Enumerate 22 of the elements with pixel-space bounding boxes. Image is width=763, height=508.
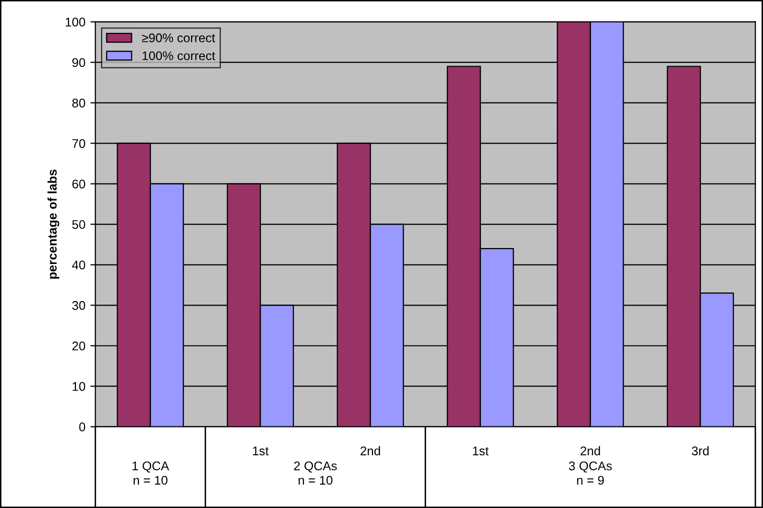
y-axis-title: percentage of labs	[48, 170, 60, 279]
y-tick-label: 20	[72, 342, 86, 350]
text: 2 QCAs n = 10	[294, 461, 337, 485]
text: 3 QCAs n = 9	[568, 461, 612, 485]
y-tick-label: 90	[72, 58, 86, 67]
y-tick-label: 40	[72, 260, 86, 270]
legend-label: ≥90% correct	[142, 33, 216, 42]
y-tick-label: 60	[72, 180, 86, 188]
legend-label: 100% correct	[142, 51, 216, 60]
x-tick-label: 1st	[472, 446, 489, 456]
text: 1 QCA n = 10	[132, 461, 170, 485]
y-tick-label: 30	[72, 301, 86, 310]
y-tick-label: 80	[72, 98, 86, 108]
x-tick-label: 1st	[252, 446, 269, 456]
y-tick-label: 0	[79, 422, 86, 432]
y-tick-label: 70	[72, 139, 86, 148]
y-tick-label: 50	[72, 220, 86, 229]
x-tick-label: 2nd	[360, 446, 380, 456]
y-tick-label: 10	[72, 382, 86, 391]
x-tick-label: 3rd	[692, 446, 709, 456]
y-tick-label: 100	[66, 18, 86, 26]
x-tick-label: 2nd	[580, 446, 600, 456]
